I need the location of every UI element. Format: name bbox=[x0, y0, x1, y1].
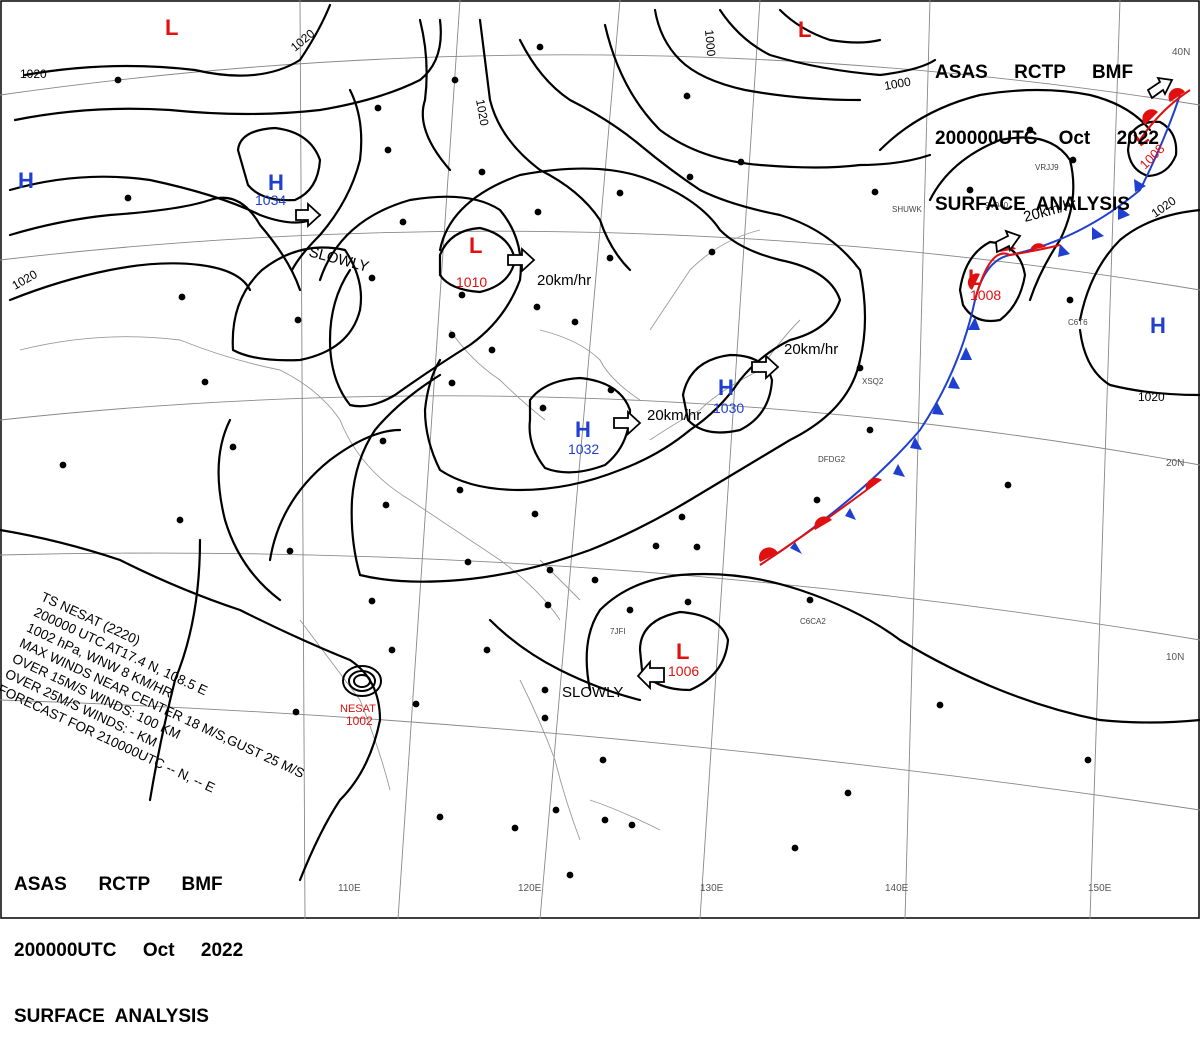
station-code: VRJJ9 bbox=[1035, 163, 1059, 172]
chart-header-top: ASAS RCTP BMF 200000UTC Oct 2022 SURFACE… bbox=[935, 18, 1159, 238]
latlon-grid bbox=[0, 0, 1200, 919]
high-center-symbol: H bbox=[18, 168, 34, 193]
high-center-value: 1032 bbox=[568, 441, 599, 457]
header-line-3: SURFACE ANALYSIS bbox=[935, 194, 1130, 215]
high-center-value: 1034 bbox=[255, 192, 286, 208]
storm-name: NESAT bbox=[340, 703, 376, 715]
low-center-value: 1006 bbox=[668, 663, 699, 679]
station-code: DFDG2 bbox=[818, 455, 846, 464]
header-line-2: 200000UTC Oct 2022 bbox=[935, 128, 1159, 149]
isobar-label: 1000 bbox=[702, 29, 718, 57]
low-center-symbol: L bbox=[165, 15, 178, 40]
station-plots bbox=[59, 43, 1092, 879]
lon-label: 130E bbox=[700, 883, 724, 894]
movement-label: 20km/hr bbox=[647, 407, 701, 424]
header-line-3: SURFACE ANALYSIS bbox=[14, 1006, 209, 1027]
low-center-value: 1010 bbox=[456, 274, 487, 290]
lat-label: 40N bbox=[1172, 47, 1190, 58]
station-code: C6T6 bbox=[1068, 318, 1088, 327]
movement-label: 20km/hr bbox=[784, 341, 838, 358]
low-center-symbol: L bbox=[469, 233, 482, 258]
surface-analysis-map: 1020 1020 1020 1020 1000 1000 1020 1020 … bbox=[0, 0, 1200, 919]
station-code: 7JFI bbox=[610, 627, 626, 636]
high-center-value: 1030 bbox=[713, 400, 744, 416]
movement-label: SLOWLY bbox=[562, 684, 623, 701]
low-center-symbol: L bbox=[968, 265, 981, 290]
grid-labels: 110E 120E 130E 140E 150E 40N 20N 10N bbox=[338, 47, 1190, 894]
lon-label: 150E bbox=[1088, 883, 1112, 894]
lat-label: 20N bbox=[1166, 458, 1184, 469]
isobar-label: 1020 bbox=[1138, 390, 1165, 404]
station-code: 9V940 bbox=[985, 201, 1009, 210]
high-center-symbol: H bbox=[1150, 313, 1166, 338]
high-center-symbol: H bbox=[268, 170, 284, 195]
lon-label: 110E bbox=[338, 883, 361, 894]
lat-label: 10N bbox=[1166, 652, 1184, 663]
lon-label: 120E bbox=[518, 883, 542, 894]
station-codes: SHUWK 9V940 VRJJ9 DFDG2 XSQ2 C6CA2 7JFI … bbox=[610, 163, 1088, 636]
pressure-centers: H 1034 L 1010 H 1032 H 1030 L 1006 L 100… bbox=[18, 15, 1168, 679]
station-code: SHUWK bbox=[892, 205, 922, 214]
lon-label: 140E bbox=[885, 883, 909, 894]
station-code: XSQ2 bbox=[862, 377, 884, 386]
isobars bbox=[0, 3, 1200, 882]
low-center-value: 1008 bbox=[970, 287, 1001, 303]
header-line-1: ASAS RCTP BMF bbox=[14, 874, 223, 895]
low-center-symbol: L bbox=[676, 639, 689, 664]
isobar-label: 1020 bbox=[473, 98, 491, 127]
movement-arrows bbox=[295, 76, 1174, 691]
low-center-symbol: L bbox=[798, 17, 811, 42]
chart-header-bottom: ASAS RCTP BMF 200000UTC Oct 2022 SURFACE… bbox=[14, 830, 243, 1050]
station-code: C6CA2 bbox=[800, 617, 826, 626]
header-line-1: ASAS RCTP BMF bbox=[935, 62, 1134, 83]
isobar-label: 1020 bbox=[20, 67, 47, 81]
storm-pressure: 1002 bbox=[346, 714, 373, 728]
header-line-2: 200000UTC Oct 2022 bbox=[14, 940, 244, 961]
isobar-label: 1000 bbox=[883, 74, 912, 92]
high-center-symbol: H bbox=[575, 417, 591, 442]
movement-label: 20km/hr bbox=[537, 272, 591, 289]
typhoon-symbol bbox=[342, 665, 382, 697]
high-center-symbol: H bbox=[718, 375, 734, 400]
